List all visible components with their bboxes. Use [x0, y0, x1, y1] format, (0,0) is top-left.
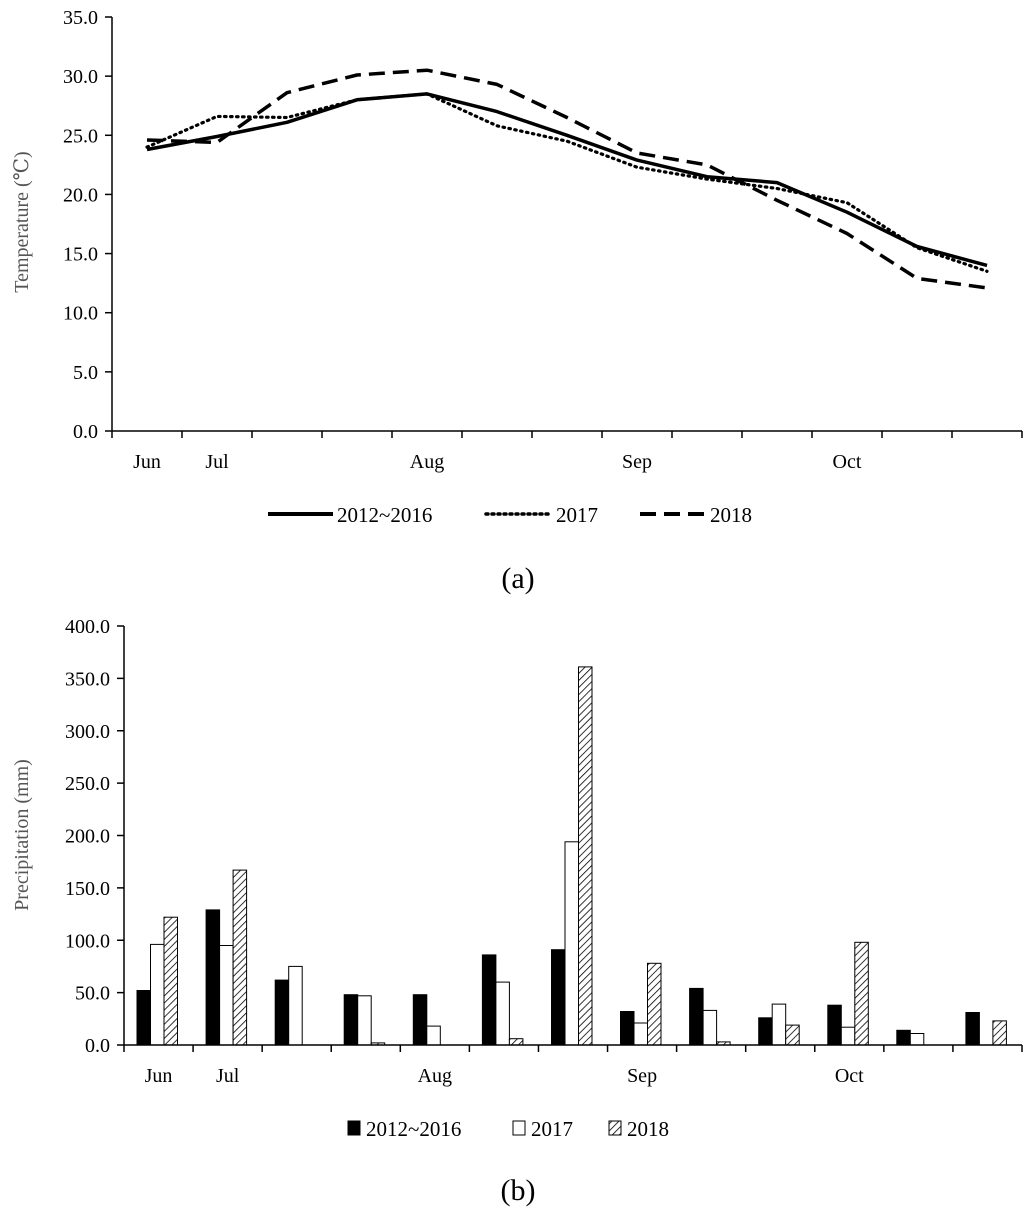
bar-2017 — [426, 1025, 441, 1046]
bar-2018 — [578, 666, 593, 1046]
bar-2018 — [785, 1024, 800, 1046]
legend-label-2012-2016: 2012~2016 — [366, 1117, 461, 1141]
y-tick-label: 200.0 — [65, 826, 110, 848]
precipitation-axes — [117, 625, 1023, 1052]
y-tick-label: 25.0 — [63, 125, 98, 147]
bar-2012-2016 — [965, 1012, 980, 1046]
month-label-aug: Aug — [410, 451, 444, 473]
precipitation-chart: 0.0 50.0 100.0 150.0 200.0 250.0 300.0 350.0 400… — [11, 616, 1023, 1207]
y-tick-label: 0.0 — [73, 421, 98, 443]
month-label-jun: Jun — [145, 1065, 173, 1087]
bar-2012-2016 — [343, 994, 359, 1046]
precipitation-y-axis-label: Precipitation (mm) — [11, 759, 33, 911]
bar-2017 — [840, 1026, 856, 1046]
legend-label-2018: 2018 — [710, 503, 752, 527]
bar-2012-2016 — [205, 909, 221, 1046]
series-line-2012-2016 — [146, 92, 988, 268]
y-tick-label: 0.0 — [85, 1035, 110, 1057]
temperature-y-axis-label: Temperature (℃) — [11, 151, 33, 292]
bar-2012-2016 — [481, 954, 497, 1046]
y-tick-label: 30.0 — [63, 66, 98, 88]
temperature-axes — [105, 16, 1023, 438]
y-tick-label: 150.0 — [65, 878, 110, 900]
bar-2012-2016 — [551, 949, 566, 1046]
bar-2012-2016 — [896, 1029, 911, 1046]
bar-2018 — [232, 869, 248, 1046]
bar-2017 — [633, 1022, 648, 1046]
legend-label-2017: 2017 — [531, 1117, 573, 1141]
legend-swatch-2017 — [512, 1120, 526, 1136]
bar-2012-2016 — [758, 1017, 773, 1046]
y-tick-label: 350.0 — [65, 668, 110, 690]
month-label-sep: Sep — [627, 1065, 657, 1087]
y-tick-label: 10.0 — [63, 303, 98, 325]
series-line-2017 — [145, 92, 989, 273]
bar-2018 — [508, 1038, 524, 1046]
bar-2018 — [854, 941, 869, 1046]
bar-2017 — [702, 1009, 718, 1046]
y-tick-label: 35.0 — [63, 7, 98, 29]
month-label-aug: Aug — [418, 1065, 452, 1087]
y-tick-label: 300.0 — [65, 721, 110, 743]
precipitation-y-axis-ticks: 0.0 50.0 100.0 150.0 200.0 250.0 300.0 350.0 400… — [65, 616, 110, 1057]
precipitation-x-axis-months: Jun Jul Aug Sep Oct — [145, 1065, 865, 1087]
y-tick-label: 5.0 — [73, 362, 98, 384]
temperature-legend: 2012~2016 2017 2018 — [268, 503, 752, 527]
bar-2018 — [163, 916, 178, 1046]
bar-2017 — [495, 981, 510, 1046]
bar-2012-2016 — [274, 979, 290, 1046]
bar-2017 — [564, 841, 579, 1046]
panel-label-b: (b) — [501, 1174, 536, 1207]
month-label-jul: Jul — [216, 1065, 240, 1087]
y-tick-label: 20.0 — [63, 184, 98, 206]
bar-2018 — [647, 962, 662, 1046]
bar-2012-2016 — [689, 987, 704, 1046]
month-label-sep: Sep — [622, 451, 652, 473]
bar-2012-2016 — [412, 994, 428, 1046]
month-label-oct: Oct — [835, 1065, 864, 1087]
legend-label-2012-2016: 2012~2016 — [337, 503, 432, 527]
bar-2017 — [357, 995, 372, 1046]
bar-2017 — [771, 1003, 787, 1046]
y-tick-label: 250.0 — [65, 773, 110, 795]
panel-label-a: (a) — [501, 562, 534, 595]
legend-label-2017: 2017 — [556, 503, 598, 527]
y-tick-label: 100.0 — [65, 930, 110, 952]
bar-2012-2016 — [827, 1004, 842, 1046]
bar-2012-2016 — [620, 1011, 635, 1046]
temperature-series — [145, 68, 989, 290]
temperature-chart: 0.0 5.0 10.0 15.0 20.0 25.0 30.0 35.0 Temperatu… — [11, 7, 1023, 595]
month-label-jun: Jun — [133, 451, 161, 473]
y-tick-label: 15.0 — [63, 244, 98, 266]
legend-swatch-2018 — [608, 1120, 622, 1136]
bar-2017 — [909, 1033, 925, 1046]
precipitation-legend: 2012~2016 2017 2018 — [347, 1117, 669, 1141]
legend-label-2018: 2018 — [627, 1117, 669, 1141]
legend-swatch-2012-2016 — [347, 1120, 361, 1136]
y-tick-label: 400.0 — [65, 616, 110, 638]
month-label-jul: Jul — [205, 451, 229, 473]
bar-2017 — [150, 943, 165, 1046]
temperature-x-axis-months: Jun Jul Aug Sep Oct — [133, 451, 862, 473]
temperature-y-axis-ticks: 0.0 5.0 10.0 15.0 20.0 25.0 30.0 35.0 — [63, 7, 98, 443]
precipitation-bars — [136, 666, 1007, 1046]
series-line-2018 — [146, 68, 988, 290]
bar-2017 — [288, 965, 303, 1046]
bar-2017 — [219, 945, 234, 1046]
bar-2012-2016 — [136, 990, 151, 1046]
month-label-oct: Oct — [833, 451, 862, 473]
y-tick-label: 50.0 — [75, 983, 110, 1005]
bar-2018 — [992, 1020, 1007, 1046]
